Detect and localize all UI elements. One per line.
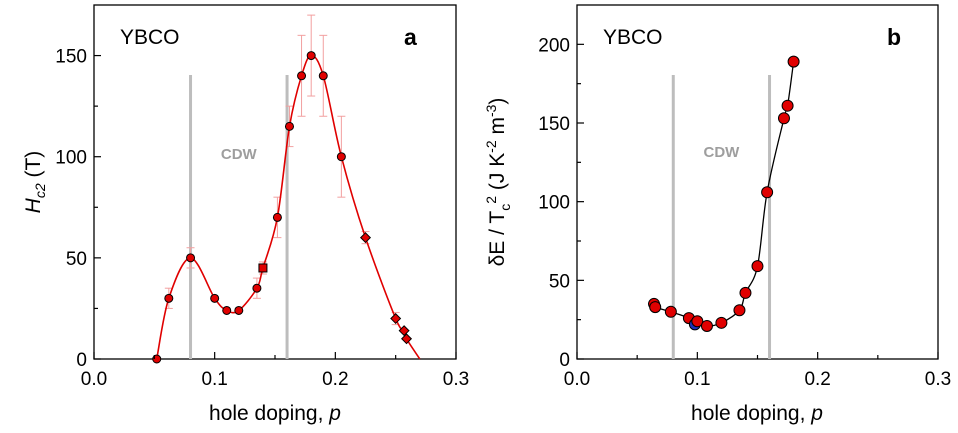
b-point bbox=[664, 305, 677, 318]
a-ytick-label: 0 bbox=[76, 350, 87, 371]
panel-a: CDW 0.0 0.1 0.2 0.3 0 50 100 150 YBCO a hole d… bbox=[22, 4, 469, 425]
a-ytick-label: 150 bbox=[55, 47, 87, 68]
panel-a-error-bars bbox=[164, 14, 400, 326]
panel-b-y-axis-label: δE / Tc2 (J K-2 m-3) bbox=[483, 98, 513, 267]
a-point-diamond bbox=[359, 232, 372, 244]
a-ytick-label: 100 bbox=[55, 148, 87, 169]
panel-a-x-ticks: 0.0 0.1 0.2 0.3 bbox=[81, 352, 469, 390]
panel-a-y-axis-label: Hc2 (T) bbox=[22, 151, 48, 214]
panel-a-sample-label: YBCO bbox=[120, 26, 180, 49]
b-xtick-label: 0.2 bbox=[804, 369, 830, 390]
b-point bbox=[751, 260, 764, 273]
a-point-diamond bbox=[390, 313, 402, 325]
b-ytick-label: 100 bbox=[538, 193, 570, 214]
b-ytick-label: 150 bbox=[538, 114, 570, 135]
panel-a-y-ticks: 0 50 100 150 bbox=[55, 47, 101, 371]
a-ytick-label: 50 bbox=[66, 249, 87, 270]
b-point bbox=[700, 319, 713, 332]
b-point bbox=[787, 55, 800, 68]
b-point bbox=[733, 304, 746, 317]
a-point-square bbox=[258, 263, 268, 273]
panel-a-frame bbox=[93, 4, 457, 360]
a-point bbox=[284, 121, 294, 131]
a-point-diamond bbox=[398, 325, 410, 337]
a-point bbox=[252, 283, 262, 293]
a-xtick-label: 0.0 bbox=[81, 369, 107, 390]
a-xtick-label: 0.1 bbox=[201, 369, 227, 390]
b-point bbox=[739, 286, 752, 299]
a-xtick-label: 0.2 bbox=[322, 369, 348, 390]
a-point bbox=[318, 71, 328, 81]
a-point bbox=[210, 293, 220, 303]
panel-a-letter: a bbox=[404, 24, 417, 50]
panel-b-y-ticks: 0 50 100 150 200 bbox=[538, 35, 584, 371]
b-ytick-label: 200 bbox=[538, 35, 570, 56]
a-point bbox=[297, 71, 307, 81]
b-point bbox=[781, 99, 794, 112]
b-point bbox=[649, 301, 662, 314]
a-point bbox=[272, 212, 282, 222]
panel-b-frame bbox=[576, 4, 939, 360]
panel-a-cdw-label: CDW bbox=[221, 146, 258, 163]
panel-b-cdw-label: CDW bbox=[703, 144, 740, 161]
a-xtick-label: 0.3 bbox=[443, 369, 469, 390]
panel-b-x-ticks: 0.0 0.1 0.2 0.3 bbox=[564, 352, 951, 390]
b-ytick-label: 0 bbox=[559, 350, 570, 371]
a-point bbox=[186, 253, 196, 263]
a-point bbox=[222, 305, 232, 315]
b-xtick-label: 0.0 bbox=[564, 369, 590, 390]
a-point bbox=[336, 152, 346, 162]
a-point bbox=[234, 305, 244, 315]
a-point bbox=[164, 293, 174, 303]
a-point-diamond bbox=[401, 333, 413, 345]
b-point bbox=[715, 316, 728, 329]
panel-b-letter: b bbox=[887, 24, 901, 50]
b-point bbox=[761, 186, 774, 199]
panel-b-sample-label: YBCO bbox=[603, 26, 663, 49]
panel-b-points bbox=[648, 55, 800, 332]
b-xtick-label: 0.1 bbox=[684, 369, 710, 390]
panel-b: CDW 0.0 0.1 0.2 0.3 0 50 100 150 200 YBCO b hol… bbox=[483, 4, 951, 425]
panel-a-points bbox=[152, 51, 413, 364]
panel-a-x-axis-label: hole doping, p bbox=[209, 402, 341, 425]
b-point bbox=[777, 112, 790, 125]
a-point bbox=[306, 51, 316, 61]
b-point bbox=[691, 315, 704, 328]
b-xtick-label: 0.3 bbox=[925, 369, 951, 390]
b-ytick-label: 50 bbox=[549, 271, 570, 292]
panel-b-x-axis-label: hole doping, p bbox=[691, 402, 823, 425]
